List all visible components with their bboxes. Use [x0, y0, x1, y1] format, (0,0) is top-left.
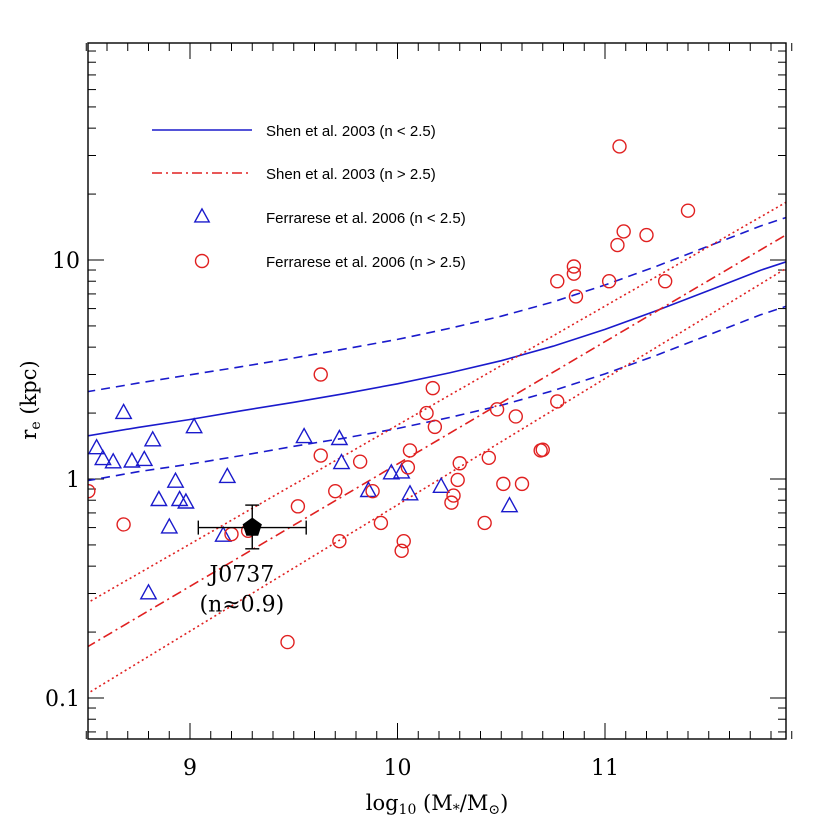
x-tick-label: 9 — [183, 756, 197, 781]
triangle-point — [94, 449, 112, 466]
circle-point — [489, 402, 505, 417]
circle-point — [566, 259, 582, 274]
circle-point — [601, 274, 617, 289]
tick-labels: 9 10 11 0.1 1 10 — [45, 249, 619, 781]
line-dashed-blue-1 — [88, 216, 786, 393]
circle-point — [427, 419, 443, 435]
circle-point — [402, 443, 418, 458]
triangle-point — [139, 583, 158, 600]
legend-label-2: Ferrarese et al. 2006 (n < 2.5) — [266, 210, 466, 227]
circle-point — [280, 634, 295, 650]
circle-point — [566, 266, 582, 281]
triangle-point — [295, 427, 313, 444]
legend-label-0: Shen et al. 2003 (n < 2.5) — [266, 123, 436, 140]
circle-point — [365, 483, 380, 499]
circle-point — [657, 274, 673, 289]
triangle-point — [143, 430, 162, 447]
circle-point — [550, 394, 565, 409]
circle-point — [496, 476, 511, 492]
y-tick-label: 1 — [66, 468, 80, 493]
circle-point — [400, 460, 416, 475]
legend-label-3: Ferrarese et al. 2006 (n > 2.5) — [266, 254, 466, 271]
triangle-point — [104, 452, 123, 469]
annotations: J0737 (n≈0.9) — [199, 563, 284, 618]
circle-point — [394, 543, 409, 559]
y-axis-title: re (kpc) — [17, 360, 44, 439]
circle-point — [612, 139, 627, 154]
line-dotted-red-4 — [88, 201, 786, 604]
circle-point — [373, 515, 389, 531]
triangle-point — [330, 429, 349, 446]
triangle-point — [332, 453, 351, 470]
x-axis-title: log10 (M*/M⊙) — [366, 791, 509, 818]
y-tick-label: 10 — [52, 249, 80, 274]
triangle-point — [392, 462, 411, 479]
x-tick-label: 11 — [591, 756, 619, 781]
circle-point — [568, 289, 584, 304]
circle-point — [481, 450, 496, 465]
triangle-point — [382, 463, 401, 480]
annotation-1: (n≈0.9) — [199, 593, 284, 618]
circle-point — [616, 224, 631, 239]
circle-point — [680, 203, 696, 218]
model-lines — [88, 201, 786, 695]
triangle-point — [150, 490, 168, 507]
legend-triangle-marker — [193, 207, 211, 223]
triangle-point — [214, 525, 233, 542]
circle-point — [452, 456, 467, 471]
triangle-point — [123, 451, 141, 468]
j0737-point — [242, 517, 262, 536]
circle-point — [550, 274, 565, 289]
circle-point — [444, 495, 459, 510]
triangle-point — [166, 471, 185, 488]
legend-label-1: Shen et al. 2003 (n > 2.5) — [266, 166, 436, 183]
circle-point — [396, 533, 411, 549]
triangle-point — [401, 484, 419, 501]
y-tick-label: 0.1 — [45, 687, 80, 712]
circle-point — [419, 405, 434, 421]
circle-point — [425, 380, 440, 396]
circle-point — [313, 448, 328, 463]
data-points — [88, 139, 696, 650]
circle-point — [332, 533, 347, 549]
line-solid-blue-0 — [88, 261, 786, 437]
axis-ticks — [85, 43, 793, 739]
plot-frame — [87, 42, 787, 740]
circle-point — [610, 237, 625, 253]
circle-point — [508, 409, 523, 424]
legend-circle-marker — [194, 253, 210, 269]
annotation-0: J0737 — [207, 563, 274, 588]
circle-point — [535, 442, 550, 457]
line-dashdot-red-3 — [88, 233, 786, 648]
legend: Shen et al. 2003 (n < 2.5) Shen et al. 20… — [152, 123, 466, 271]
circle-point — [514, 476, 530, 492]
circle-point — [639, 227, 654, 243]
triangle-point — [432, 476, 450, 493]
triangle-point — [88, 438, 106, 455]
x-tick-label: 10 — [384, 756, 412, 781]
circle-point — [290, 499, 306, 514]
triangle-point — [500, 496, 519, 513]
line-dashed-blue-2 — [88, 305, 786, 482]
circle-point — [450, 472, 465, 488]
triangle-point — [160, 517, 179, 534]
triangle-point — [218, 466, 237, 484]
triangle-point — [177, 492, 195, 509]
triangle-point — [135, 449, 154, 467]
circle-point — [352, 454, 368, 469]
error-bars — [197, 504, 307, 550]
triangle-point — [114, 402, 133, 420]
circle-point — [477, 515, 492, 531]
circle-point — [313, 367, 328, 382]
circle-point — [328, 483, 343, 499]
triangle-point — [185, 417, 203, 434]
circle-point — [446, 488, 461, 503]
circle-point — [116, 517, 131, 532]
